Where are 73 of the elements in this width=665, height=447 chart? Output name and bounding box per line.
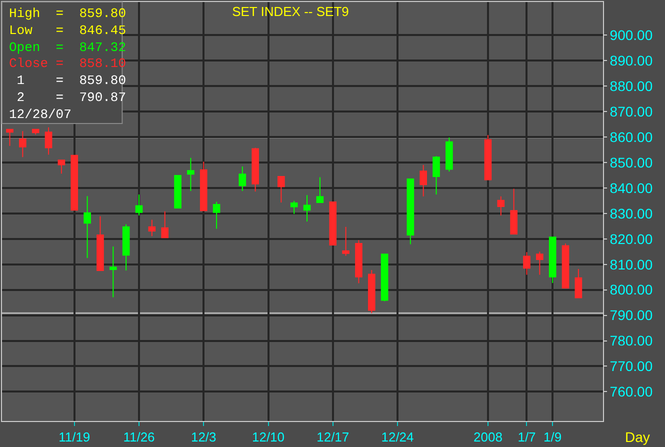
candlestick: [355, 240, 362, 284]
y-tick-label: 820.00: [610, 230, 653, 247]
annotation: Open = 847.32: [9, 40, 126, 55]
candlestick: [536, 251, 544, 276]
candlestick: [70, 154, 78, 211]
y-tick-label: 860.00: [610, 128, 653, 145]
annotation: Close = 858.10: [9, 56, 126, 71]
candlestick: [574, 268, 582, 298]
x-tick-label: 1/9: [544, 430, 562, 445]
candlestick: [290, 200, 298, 214]
candlestick: [342, 226, 350, 256]
candlestick: [316, 176, 324, 203]
candlestick: [122, 224, 130, 271]
y-tick-label: 770.00: [610, 358, 653, 374]
candlestick: [548, 236, 556, 284]
candlestick: [523, 252, 530, 276]
candlestick: [497, 196, 505, 216]
x-tick-label: 12/10: [252, 430, 285, 445]
x-tick-label: 11/19: [58, 430, 90, 445]
y-tick-label: 870.00: [610, 103, 653, 120]
y-tick-label: 890.00: [610, 52, 653, 68]
chart-title: SET INDEX -- SET9: [232, 4, 349, 19]
candlestick: [84, 196, 91, 258]
candlestick: [200, 161, 208, 212]
y-tick-label: 780.00: [610, 332, 653, 349]
candlestick: [6, 128, 14, 146]
annotation: Low = 846.45: [9, 23, 126, 38]
y-tick-label: 800.00: [610, 282, 653, 298]
annotation: High = 859.80: [9, 6, 126, 21]
candlestick: [446, 137, 453, 172]
annotation: 12/28/07: [9, 107, 72, 122]
candlestick: [510, 188, 518, 235]
x-axis-title: Day: [625, 429, 650, 445]
y-tick-label: 760.00: [610, 384, 653, 400]
y-tick-label: 840.00: [610, 180, 653, 196]
annotation: 1 = 859.80: [9, 73, 126, 88]
y-tick-label: 830.00: [610, 205, 653, 222]
y-tick-label: 850.00: [610, 154, 653, 170]
candlestick: [32, 128, 40, 135]
candlestick: [252, 147, 259, 192]
x-tick-label: 12/24: [381, 430, 414, 445]
y-tick-label: 880.00: [610, 78, 653, 94]
x-tick-label: 11/26: [123, 430, 155, 445]
candlestick: [187, 157, 194, 192]
candlestick: [58, 159, 66, 174]
y-tick-label: 790.00: [610, 307, 653, 324]
candlestick: [562, 242, 570, 289]
candlestick: [406, 178, 414, 245]
x-tick-label: 12/3: [190, 430, 216, 445]
candlestick: [380, 254, 388, 302]
candlestick: [368, 269, 376, 314]
x-tick-label: 1/7: [518, 430, 536, 445]
candlestick: [303, 194, 311, 222]
y-tick-label: 900.00: [610, 27, 653, 44]
y-tick-label: 810.00: [610, 256, 653, 272]
candlestick: [161, 210, 169, 238]
candlestick: [329, 201, 337, 246]
candlestick: [238, 166, 246, 192]
annotation: 2 = 790.87: [9, 90, 126, 105]
candlestick: [19, 130, 26, 158]
candlestick: [148, 219, 156, 237]
candlestick: [420, 164, 428, 197]
candlestick: [44, 126, 52, 156]
candlestick: [432, 156, 440, 196]
candlestick: [278, 176, 285, 203]
candlestick: [174, 174, 182, 209]
candlestick: [109, 246, 117, 298]
candlestick: [484, 134, 492, 180]
x-tick-label: 2008: [474, 430, 502, 445]
candlestick: [212, 201, 220, 230]
candlestick: [135, 194, 143, 216]
x-tick-label: 12/17: [316, 430, 350, 445]
candlestick: [96, 216, 104, 271]
